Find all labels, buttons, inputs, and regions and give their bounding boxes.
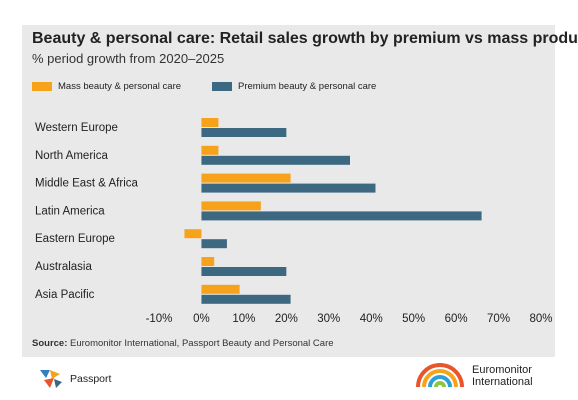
x-tick-label: -10% [146,313,173,325]
legend-swatch-mass [32,82,52,91]
bar-mass [201,201,261,211]
category-label: Latin America [35,205,105,217]
euromonitor-line1: Euromonitor [472,364,532,376]
legend-label-mass: Mass beauty & personal care [58,81,182,92]
source-note: Source: Euromonitor International, Passp… [32,338,334,349]
bar-mass [201,284,240,294]
euromonitor-logo: Euromonitor International [414,363,533,389]
chart-title: Beauty & personal care: Retail sales gro… [32,30,578,47]
category-label: Middle East & Africa [35,178,139,190]
source-label: Source: [32,338,68,349]
x-tick-label: 10% [232,313,255,325]
bar-premium [201,239,227,249]
bar-premium [201,211,482,221]
x-tick-label: 80% [529,313,552,325]
bar-premium [201,128,287,137]
category-label: Australasia [35,261,92,273]
source-text: Euromonitor International, Passport Beau… [70,338,334,349]
legend-item-mass: Mass beauty & personal care [32,81,181,92]
category-label: North America [35,150,108,162]
category-label: Western Europe [35,122,118,134]
euromonitor-logo-text: Euromonitor International [472,364,533,388]
passport-logo: Passport [38,368,111,390]
bar-premium [201,294,291,304]
x-tick-label: 0% [193,313,210,325]
legend-label-premium: Premium beauty & personal care [238,81,377,92]
bar-mass [201,118,219,127]
bar-mass [201,145,219,155]
x-tick-label: 50% [402,313,425,325]
passport-logo-text: Passport [70,373,112,385]
euromonitor-line2: International [472,376,533,388]
category-label: Asia Pacific [35,289,95,301]
chart-subtitle: % period growth from 2020–2025 [32,51,225,66]
bar-premium [201,155,350,165]
bar-mass [184,229,202,239]
x-tick-label: 70% [487,313,510,325]
bar-premium [201,183,376,193]
legend-swatch-premium [212,82,232,91]
legend-item-premium: Premium beauty & personal care [212,81,376,92]
x-tick-label: 40% [360,313,383,325]
passport-mark-icon [40,370,62,388]
x-tick-label: 60% [445,313,468,325]
euromonitor-mark-icon [416,363,464,388]
x-tick-label: 30% [317,313,340,325]
category-label: Eastern Europe [35,233,115,245]
bar-premium [201,267,287,276]
x-tick-label: 20% [275,313,298,325]
bar-mass [201,257,215,266]
bar-mass [201,173,291,183]
